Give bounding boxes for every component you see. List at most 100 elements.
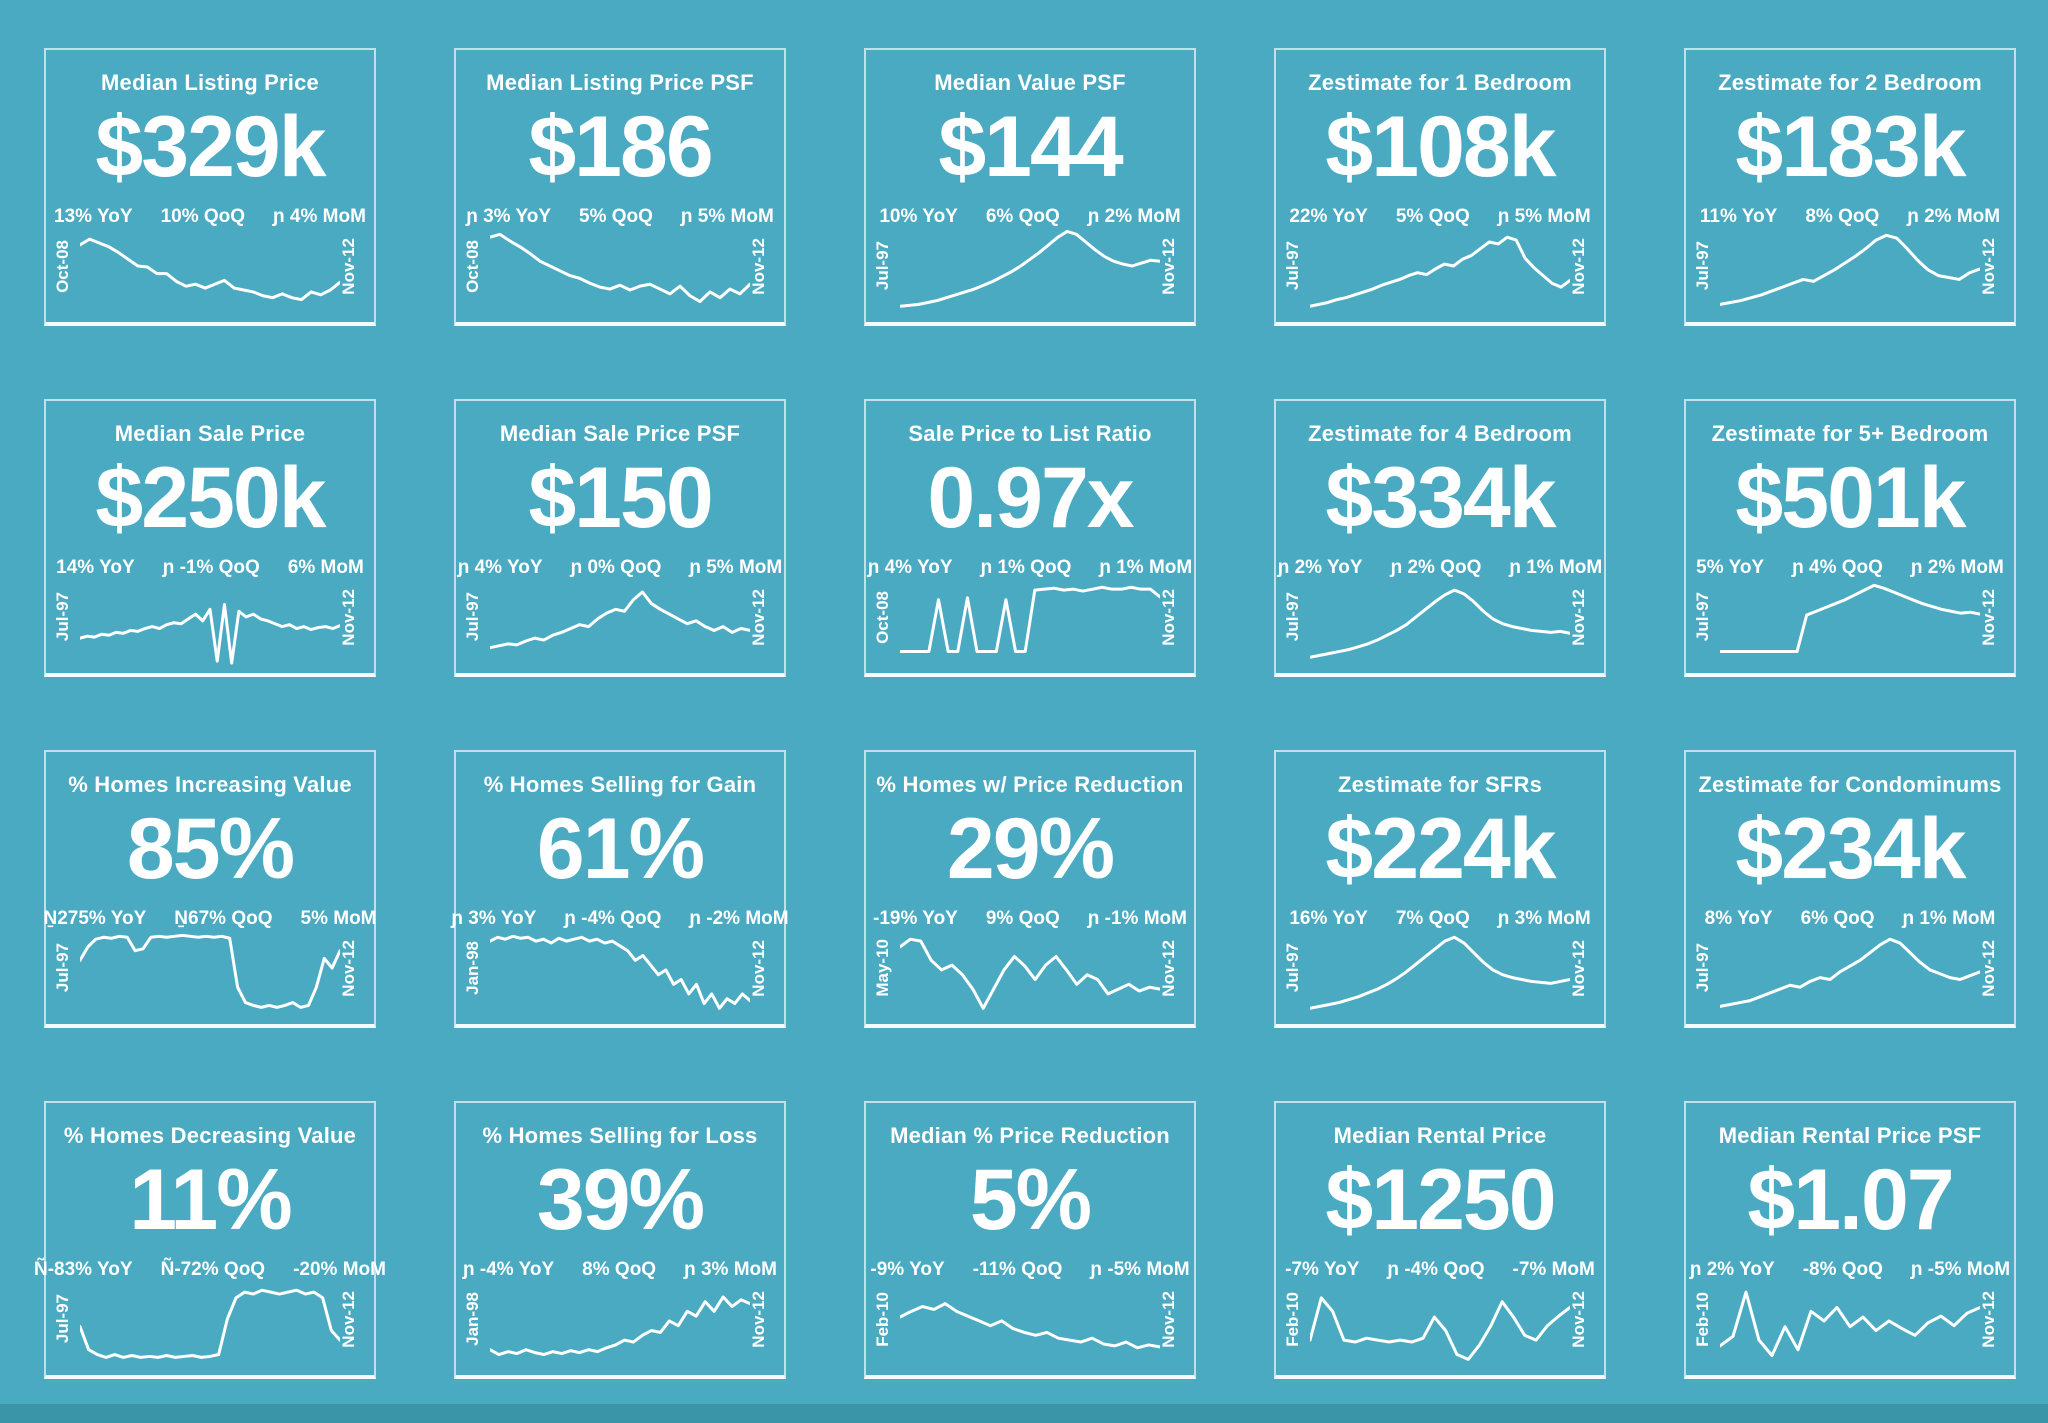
stat-yoy: Ñ-83% YoY	[34, 1259, 133, 1280]
stat-qoq: Ñ-72% QoQ	[160, 1259, 266, 1280]
sparkline-start-date: Feb-10	[1283, 1291, 1302, 1347]
stat-yoy: 22% YoY	[1289, 206, 1368, 227]
sparkline-row: Jul-97 Nov-12	[1693, 218, 2006, 314]
kpi-value: $144	[938, 99, 1123, 195]
stat-mom: ɲ 3% MoM	[1497, 908, 1591, 929]
kpi-tile: Median Value PSF $144 10% YoY 6% QoQ ɲ 2…	[864, 48, 1196, 326]
sparkline-end-date: Nov-12	[339, 588, 358, 646]
sparkline-end-date: Nov-12	[1569, 588, 1588, 646]
kpi-value: $224k	[1325, 801, 1556, 897]
kpi-tile: Median Listing Price $329k 13% YoY 10% Q…	[44, 48, 376, 326]
kpi-value: 29%	[946, 801, 1115, 897]
stat-yoy: ɲ 3% YoY	[466, 206, 552, 227]
kpi-title: Median % Price Reduction	[890, 1123, 1170, 1148]
stat-mom: -20% MoM	[293, 1259, 386, 1280]
sparkline-row: Jul-97 Nov-12	[1283, 569, 1596, 665]
kpi-stats-row: 13% YoY 10% QoQ ɲ 4% MoM	[46, 206, 374, 228]
kpi-value: $186	[528, 99, 713, 195]
sparkline-end-date: Nov-12	[1979, 588, 1998, 646]
kpi-tile: Median Listing Price PSF $186 ɲ 3% YoY 5…	[454, 48, 786, 326]
kpi-tile: Median Rental Price $1250 -7% YoY ɲ -4% …	[1274, 1101, 1606, 1379]
kpi-tile: Sale Price to List Ratio 0.97x ɲ 4% YoY …	[864, 399, 1196, 677]
stat-yoy: 8% YoY	[1704, 908, 1773, 929]
sparkline-start-date: Jan-98	[463, 1292, 482, 1346]
kpi-tile: Zestimate for 1 Bedroom $108k 22% YoY 5%…	[1274, 48, 1606, 326]
sparkline-start-date: Jan-98	[463, 941, 482, 995]
kpi-title: Median Value PSF	[934, 70, 1126, 95]
sparkline-path	[490, 592, 750, 648]
stat-mom: ɲ 1% MoM	[1902, 908, 1996, 929]
stat-mom: ɲ -1% MoM	[1087, 908, 1187, 929]
sparkline-row: Oct-08 Nov-12	[53, 218, 366, 314]
sparkline-path	[80, 239, 340, 299]
kpi-value: 61%	[536, 801, 705, 897]
sparkline-start-date: Oct-08	[463, 239, 482, 293]
sparkline-start-date: Jul-97	[1693, 592, 1712, 642]
stat-yoy: ɲ 2% YoY	[1277, 557, 1363, 578]
kpi-value: 39%	[536, 1152, 705, 1248]
sparkline-path	[1310, 237, 1570, 306]
kpi-title: Zestimate for Condominums	[1698, 772, 2002, 797]
kpi-stats-row: ɲ 4% YoY ɲ 0% QoQ ɲ 5% MoM	[456, 557, 784, 579]
sparkline-start-date: Jul-97	[1283, 943, 1302, 993]
sparkline-chart	[1310, 218, 1570, 314]
sparkline-end-date: Nov-12	[1979, 1290, 1998, 1348]
stat-qoq: 6% QoQ	[985, 206, 1060, 227]
stat-yoy: 13% YoY	[54, 206, 133, 227]
stat-qoq: ɲ -4% QoQ	[1387, 1259, 1485, 1280]
kpi-stats-row: Ṉ275% YoY Ṉ67% QoQ 5% MoM	[44, 908, 377, 930]
kpi-title: % Homes Selling for Gain	[483, 772, 757, 797]
stat-mom: ɲ 1% MoM	[1509, 557, 1603, 578]
kpi-stats-row: ɲ 3% YoY 5% QoQ ɲ 5% MoM	[456, 206, 784, 228]
kpi-tile: Zestimate for 4 Bedroom $334k ɲ 2% YoY ɲ…	[1274, 399, 1606, 677]
stat-qoq: Ṉ67% QoQ	[174, 908, 273, 929]
stat-qoq: 7% QoQ	[1395, 908, 1470, 929]
sparkline-end-date: Nov-12	[1159, 939, 1178, 997]
sparkline-end-date: Nov-12	[749, 237, 768, 295]
stat-qoq: ɲ -1% QoQ	[162, 557, 260, 578]
stat-qoq: ɲ 4% QoQ	[1792, 557, 1883, 578]
sparkline-end-date: Nov-12	[1159, 1290, 1178, 1348]
sparkline-row: Oct-08 Nov-12	[873, 569, 1186, 665]
sparkline-chart	[80, 1271, 340, 1367]
stat-qoq: 6% QoQ	[1800, 908, 1875, 929]
kpi-stats-row: ɲ 2% YoY ɲ 2% QoQ ɲ 1% MoM	[1276, 557, 1604, 579]
sparkline-path	[900, 587, 1160, 651]
stat-yoy: ɲ 4% YoY	[457, 557, 543, 578]
kpi-tile: Median % Price Reduction 5% -9% YoY -11%…	[864, 1101, 1196, 1379]
stat-mom: ɲ 2% MoM	[1907, 206, 2001, 227]
kpi-title: Median Listing Price	[101, 70, 319, 95]
stat-yoy: ɲ 2% YoY	[1689, 1259, 1775, 1280]
kpi-title: Sale Price to List Ratio	[908, 421, 1152, 446]
sparkline-row: Jul-97 Nov-12	[53, 1271, 366, 1367]
sparkline-path	[1720, 585, 1980, 651]
sparkline-end-date: Nov-12	[339, 939, 358, 997]
stat-qoq: ɲ 2% QoQ	[1390, 557, 1482, 578]
kpi-tile: % Homes Increasing Value 85% Ṉ275% YoY Ṉ…	[44, 750, 377, 1028]
stat-qoq: -11% QoQ	[972, 1259, 1063, 1280]
stat-yoy: 14% YoY	[56, 557, 135, 578]
kpi-stats-row: 10% YoY 6% QoQ ɲ 2% MoM	[866, 206, 1194, 228]
kpi-stats-row: 16% YoY 7% QoQ ɲ 3% MoM	[1276, 908, 1604, 930]
sparkline-row: Jul-97 Nov-12	[873, 218, 1186, 314]
kpi-value: 11%	[129, 1152, 292, 1248]
kpi-value: $250k	[95, 450, 326, 546]
kpi-title: % Homes Decreasing Value	[63, 1123, 357, 1148]
stat-qoq: ɲ 0% QoQ	[570, 557, 662, 578]
stat-qoq: 9% QoQ	[985, 908, 1060, 929]
sparkline-end-date: Nov-12	[339, 237, 358, 295]
kpi-value: 5%	[969, 1152, 1092, 1248]
kpi-title: Median Listing Price PSF	[486, 70, 754, 95]
stat-qoq: -8% QoQ	[1802, 1259, 1883, 1280]
sparkline-start-date: Jul-97	[1693, 241, 1712, 291]
stat-yoy: ɲ 4% YoY	[867, 557, 953, 578]
kpi-value: $1.07	[1747, 1152, 1954, 1248]
kpi-stats-row: -9% YoY -11% QoQ ɲ -5% MoM	[866, 1259, 1194, 1281]
kpi-stats-row: ɲ 2% YoY -8% QoQ ɲ -5% MoM	[1686, 1259, 2014, 1281]
sparkline-path	[80, 935, 340, 1007]
kpi-tile: Median Sale Price PSF $150 ɲ 4% YoY ɲ 0%…	[454, 399, 786, 677]
kpi-tile: Median Rental Price PSF $1.07 ɲ 2% YoY -…	[1684, 1101, 2016, 1379]
sparkline-path	[490, 234, 750, 301]
kpi-stats-row: 14% YoY ɲ -1% QoQ 6% MoM	[46, 557, 374, 579]
kpi-title: Median Sale Price PSF	[499, 421, 741, 446]
